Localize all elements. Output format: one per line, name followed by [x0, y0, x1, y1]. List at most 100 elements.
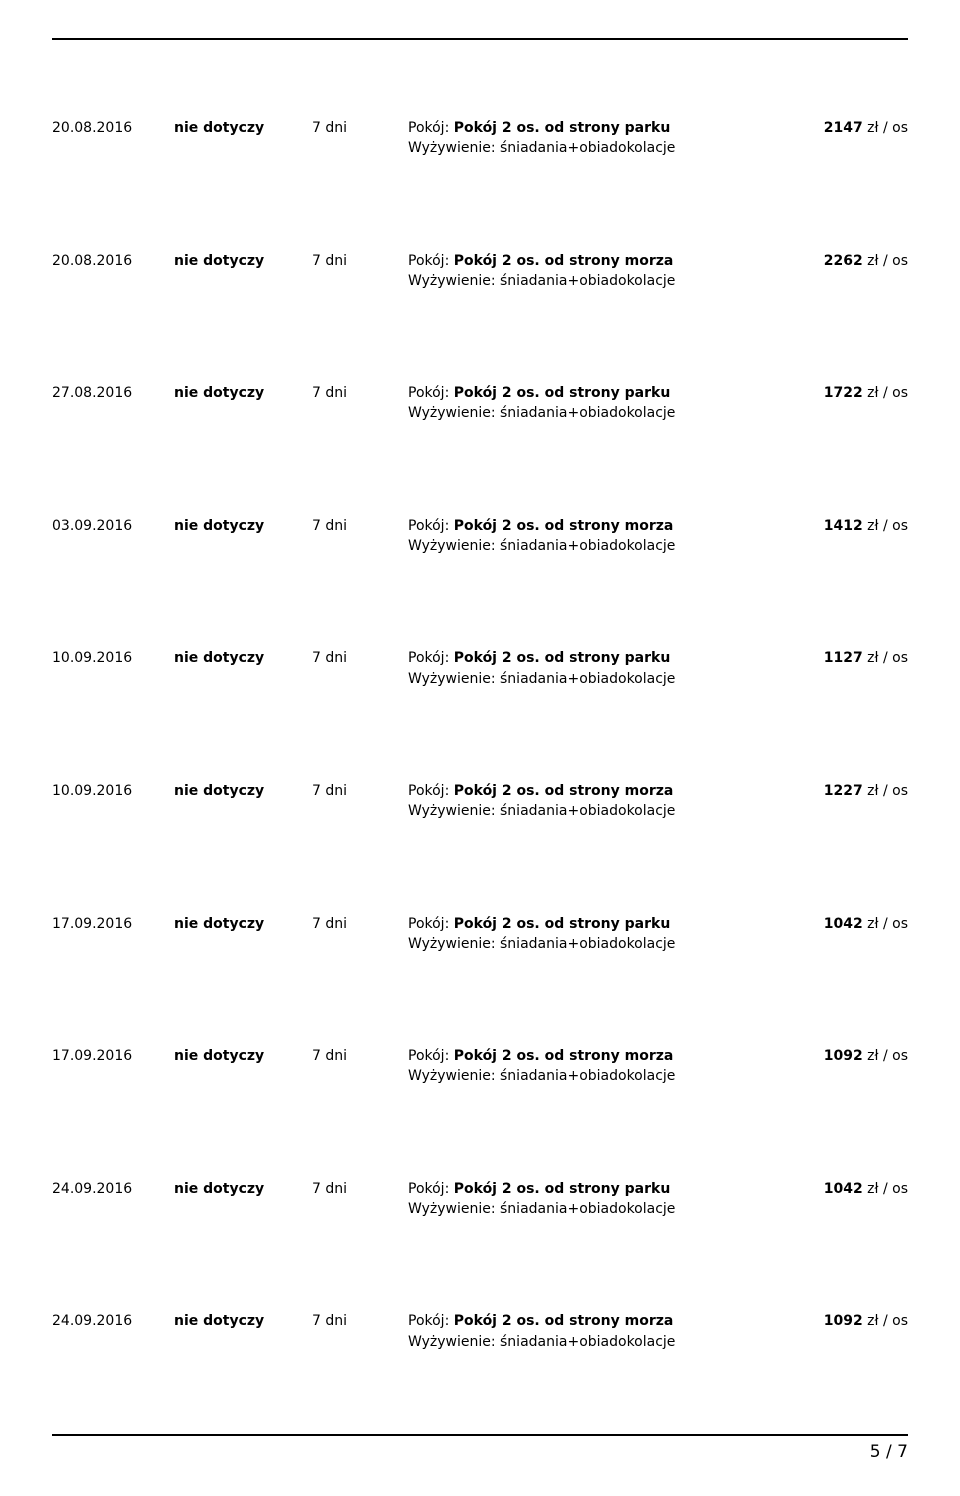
cell-duration: 7 dni [312, 1311, 408, 1331]
price-amount: 1042 [824, 1181, 863, 1197]
cell-duration: 7 dni [312, 648, 408, 668]
table-row: 10.09.2016nie dotyczy7 dniPokój: Pokój 2… [52, 648, 908, 689]
price-amount: 1092 [824, 1048, 863, 1064]
price-unit: zł / os [863, 120, 908, 136]
price-unit: zł / os [863, 1181, 908, 1197]
meal-label: Wyżywienie: [408, 803, 500, 819]
room-value: Pokój 2 os. od strony parku [454, 120, 671, 136]
room-label: Pokój: [408, 783, 454, 799]
cell-status: nie dotyczy [174, 1179, 312, 1199]
cell-date: 27.08.2016 [52, 383, 174, 403]
cell-description: Pokój: Pokój 2 os. od strony morzaWyżywi… [408, 1311, 788, 1352]
page-sep: / [881, 1442, 898, 1462]
cell-date: 10.09.2016 [52, 648, 174, 668]
cell-status: nie dotyczy [174, 516, 312, 536]
cell-price: 1092 zł / os [788, 1046, 908, 1066]
page-number: 5 / 7 [52, 1442, 908, 1462]
table-row: 03.09.2016nie dotyczy7 dniPokój: Pokój 2… [52, 516, 908, 557]
room-value: Pokój 2 os. od strony morza [454, 1048, 674, 1064]
cell-description: Pokój: Pokój 2 os. od strony morza Wyżywi… [408, 251, 788, 292]
cell-date: 17.09.2016 [52, 1046, 174, 1066]
table-row: 20.08.2016nie dotyczy7 dniPokój: Pokój 2… [52, 118, 908, 159]
table-row: 10.09.2016nie dotyczy7 dniPokój: Pokój 2… [52, 781, 908, 822]
cell-price: 1722 zł / os [788, 383, 908, 403]
meal-value: śniadania+obiadokolacje [500, 538, 675, 554]
cell-price: 2147 zł / os [788, 118, 908, 138]
room-value: Pokój 2 os. od strony morza [454, 253, 674, 269]
page: 20.08.2016nie dotyczy7 dniPokój: Pokój 2… [0, 38, 960, 1352]
page-total: 7 [897, 1442, 908, 1462]
cell-status: nie dotyczy [174, 118, 312, 138]
price-amount: 2147 [824, 120, 863, 136]
cell-duration: 7 dni [312, 383, 408, 403]
price-unit: zł / os [863, 650, 908, 666]
cell-status: nie dotyczy [174, 781, 312, 801]
price-unit: zł / os [863, 253, 908, 269]
price-amount: 1092 [824, 1313, 863, 1329]
price-table: 20.08.2016nie dotyczy7 dniPokój: Pokój 2… [52, 40, 908, 1352]
meal-value: śniadania+obiadokolacje [500, 405, 675, 421]
meal-value: śniadania+obiadokolacje [500, 140, 675, 156]
cell-duration: 7 dni [312, 781, 408, 801]
cell-status: nie dotyczy [174, 1046, 312, 1066]
price-amount: 2262 [824, 253, 863, 269]
cell-date: 10.09.2016 [52, 781, 174, 801]
room-label: Pokój: [408, 385, 454, 401]
meal-value: śniadania+obiadokolacje [500, 671, 675, 687]
price-unit: zł / os [863, 783, 908, 799]
room-label: Pokój: [408, 253, 454, 269]
cell-status: nie dotyczy [174, 383, 312, 403]
cell-description: Pokój: Pokój 2 os. od strony parkuWyżywi… [408, 1179, 788, 1220]
room-label: Pokój: [408, 518, 454, 534]
table-row: 17.09.2016nie dotyczy7 dniPokój: Pokój 2… [52, 1046, 908, 1087]
cell-price: 2262 zł / os [788, 251, 908, 271]
cell-date: 20.08.2016 [52, 118, 174, 138]
cell-description: Pokój: Pokój 2 os. od strony parkuWyżywi… [408, 648, 788, 689]
room-value: Pokój 2 os. od strony parku [454, 650, 671, 666]
cell-status: nie dotyczy [174, 1311, 312, 1331]
meal-label: Wyżywienie: [408, 1201, 500, 1217]
cell-duration: 7 dni [312, 251, 408, 271]
footer-rule [52, 1434, 908, 1436]
cell-description: Pokój: Pokój 2 os. od strony morzaWyżywi… [408, 1046, 788, 1087]
price-unit: zł / os [863, 916, 908, 932]
price-amount: 1227 [824, 783, 863, 799]
table-row: 17.09.2016nie dotyczy7 dniPokój: Pokój 2… [52, 914, 908, 955]
meal-label: Wyżywienie: [408, 405, 500, 421]
room-value: Pokój 2 os. od strony parku [454, 1181, 671, 1197]
price-amount: 1722 [824, 385, 863, 401]
room-value: Pokój 2 os. od strony morza [454, 1313, 674, 1329]
cell-description: Pokój: Pokój 2 os. od strony parkuWyżywi… [408, 914, 788, 955]
cell-price: 1127 zł / os [788, 648, 908, 668]
meal-label: Wyżywienie: [408, 273, 500, 289]
room-value: Pokój 2 os. od strony morza [454, 518, 674, 534]
table-row: 20.08.2016nie dotyczy7 dniPokój: Pokój 2… [52, 251, 908, 292]
price-amount: 1412 [824, 518, 863, 534]
cell-status: nie dotyczy [174, 648, 312, 668]
cell-date: 03.09.2016 [52, 516, 174, 536]
cell-price: 1412 zł / os [788, 516, 908, 536]
cell-status: nie dotyczy [174, 914, 312, 934]
cell-description: Pokój: Pokój 2 os. od strony morza Wyżywi… [408, 781, 788, 822]
price-unit: zł / os [863, 518, 908, 534]
cell-description: Pokój: Pokój 2 os. od strony parku Wyżywi… [408, 383, 788, 424]
meal-value: śniadania+obiadokolacje [500, 1334, 675, 1350]
cell-price: 1092 zł / os [788, 1311, 908, 1331]
price-amount: 1042 [824, 916, 863, 932]
room-value: Pokój 2 os. od strony parku [454, 385, 671, 401]
room-value: Pokój 2 os. od strony morza [454, 783, 674, 799]
cell-price: 1042 zł / os [788, 1179, 908, 1199]
cell-date: 24.09.2016 [52, 1179, 174, 1199]
meal-value: śniadania+obiadokolacje [500, 1201, 675, 1217]
meal-value: śniadania+obiadokolacje [500, 1068, 675, 1084]
cell-duration: 7 dni [312, 1179, 408, 1199]
price-unit: zł / os [863, 385, 908, 401]
table-row: 27.08.2016nie dotyczy7 dniPokój: Pokój 2… [52, 383, 908, 424]
room-label: Pokój: [408, 120, 454, 136]
meal-label: Wyżywienie: [408, 671, 500, 687]
meal-label: Wyżywienie: [408, 1068, 500, 1084]
cell-status: nie dotyczy [174, 251, 312, 271]
price-amount: 1127 [824, 650, 863, 666]
cell-date: 20.08.2016 [52, 251, 174, 271]
cell-price: 1227 zł / os [788, 781, 908, 801]
